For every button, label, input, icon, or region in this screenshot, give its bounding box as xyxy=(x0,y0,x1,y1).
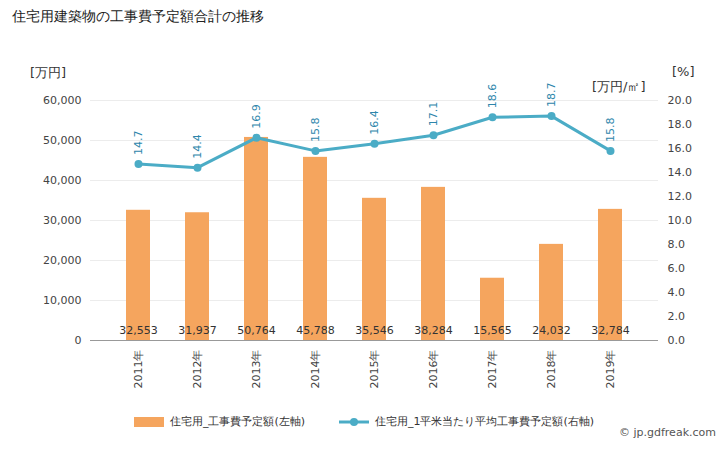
svg-text:15,565: 15,565 xyxy=(473,324,512,337)
svg-text:16.0: 16.0 xyxy=(668,142,693,155)
svg-text:10.0: 10.0 xyxy=(668,214,693,227)
svg-text:2015年: 2015年 xyxy=(368,350,381,389)
svg-text:20,000: 20,000 xyxy=(43,254,82,267)
svg-text:60,000: 60,000 xyxy=(43,94,82,107)
svg-text:0.0: 0.0 xyxy=(668,334,686,347)
html-text:© jp.gdfreak.com: © jp.gdfreak.com xyxy=(619,426,716,439)
svg-text:2011年: 2011年 xyxy=(132,350,145,389)
svg-text:6.0: 6.0 xyxy=(668,262,686,275)
html-text:住宅用_工事費予定額(左軸): 住宅用_工事費予定額(左軸) xyxy=(169,415,305,428)
svg-text:45,788: 45,788 xyxy=(296,324,335,337)
svg-text:14.7: 14.7 xyxy=(132,131,145,156)
svg-text:38,284: 38,284 xyxy=(414,324,453,337)
svg-text:2019年: 2019年 xyxy=(604,350,617,389)
svg-text:20.0: 20.0 xyxy=(668,94,693,107)
svg-text:50,000: 50,000 xyxy=(43,134,82,147)
svg-text:15.8: 15.8 xyxy=(309,117,322,141)
svg-text:12.0: 12.0 xyxy=(668,190,693,203)
html-text:住宅用_1平米当たり平均工事費予定額(右軸): 住宅用_1平米当たり平均工事費予定額(右軸) xyxy=(375,415,595,428)
svg-text:32,784: 32,784 xyxy=(591,324,630,337)
svg-text:2018年: 2018年 xyxy=(545,350,558,389)
svg-text:35,546: 35,546 xyxy=(355,324,394,337)
svg-text:18.6: 18.6 xyxy=(486,84,499,109)
html-text:住宅用建築物の工事費予定額合計の推移: 住宅用建築物の工事費予定額合計の推移 xyxy=(12,8,264,24)
svg-text:15.8: 15.8 xyxy=(604,117,617,141)
svg-text:18.7: 18.7 xyxy=(545,83,558,108)
svg-text:24,032: 24,032 xyxy=(532,324,571,337)
svg-text:2017年: 2017年 xyxy=(486,350,499,389)
svg-text:16.9: 16.9 xyxy=(250,104,263,129)
svg-text:40,000: 40,000 xyxy=(43,174,82,187)
svg-text:2016年: 2016年 xyxy=(427,350,440,389)
svg-text:31,937: 31,937 xyxy=(178,324,217,337)
svg-text:0: 0 xyxy=(75,334,82,347)
svg-text:4.0: 4.0 xyxy=(668,286,686,299)
svg-text:30,000: 30,000 xyxy=(43,214,82,227)
html-text:[万円]: [万円] xyxy=(30,65,67,80)
svg-text:10,000: 10,000 xyxy=(43,294,82,307)
html-text:[万円/㎡]: [万円/㎡] xyxy=(592,79,646,94)
svg-text:2014年: 2014年 xyxy=(309,350,322,389)
svg-text:18.0: 18.0 xyxy=(668,118,693,131)
svg-text:2012年: 2012年 xyxy=(191,350,204,389)
svg-text:50,764: 50,764 xyxy=(237,324,276,337)
svg-text:14.4: 14.4 xyxy=(191,134,204,159)
svg-text:16.4: 16.4 xyxy=(368,110,381,135)
svg-text:8.0: 8.0 xyxy=(668,238,686,251)
svg-text:32,553: 32,553 xyxy=(119,324,158,337)
svg-text:2.0: 2.0 xyxy=(668,310,686,323)
svg-text:17.1: 17.1 xyxy=(427,102,440,127)
svg-text:14.0: 14.0 xyxy=(668,166,693,179)
svg-text:2013年: 2013年 xyxy=(250,350,263,389)
